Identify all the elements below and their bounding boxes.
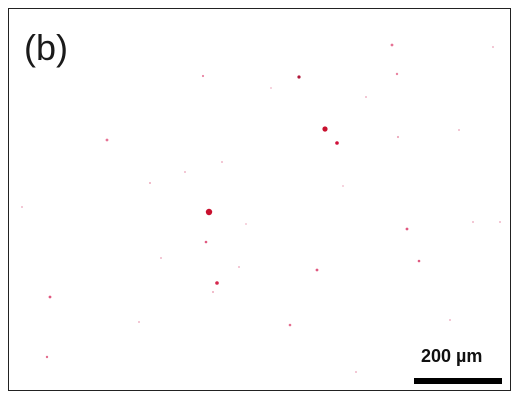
particle [405, 227, 409, 231]
particle [492, 46, 494, 48]
particle [21, 206, 23, 208]
particle [245, 223, 247, 225]
particle [205, 208, 213, 216]
particle [472, 221, 474, 223]
particle [160, 257, 162, 259]
particle [212, 291, 214, 293]
particle [297, 75, 301, 79]
particle [390, 43, 394, 47]
particle [45, 355, 49, 359]
particle [458, 129, 460, 131]
particle [221, 161, 223, 163]
particle [417, 259, 421, 263]
particle [335, 141, 339, 145]
particle [315, 268, 319, 272]
particle [204, 240, 208, 244]
particle [395, 72, 399, 76]
particle [322, 126, 328, 132]
particle [449, 319, 451, 321]
particle [48, 295, 52, 299]
particle [499, 221, 501, 223]
particle [215, 281, 219, 285]
particle [288, 323, 292, 327]
particle [184, 171, 186, 173]
particle [355, 371, 357, 373]
particle [238, 266, 240, 268]
particle [138, 321, 140, 323]
panel-label: (b) [24, 27, 68, 68]
particle [396, 135, 400, 139]
scale-bar [414, 378, 502, 384]
particle [149, 182, 151, 184]
scale-bar-label: 200 µm [421, 346, 483, 366]
particle [201, 74, 205, 78]
particle [270, 87, 272, 89]
micrograph-frame [8, 8, 511, 391]
particle [105, 138, 109, 142]
particle [365, 96, 367, 98]
particle [342, 185, 344, 187]
